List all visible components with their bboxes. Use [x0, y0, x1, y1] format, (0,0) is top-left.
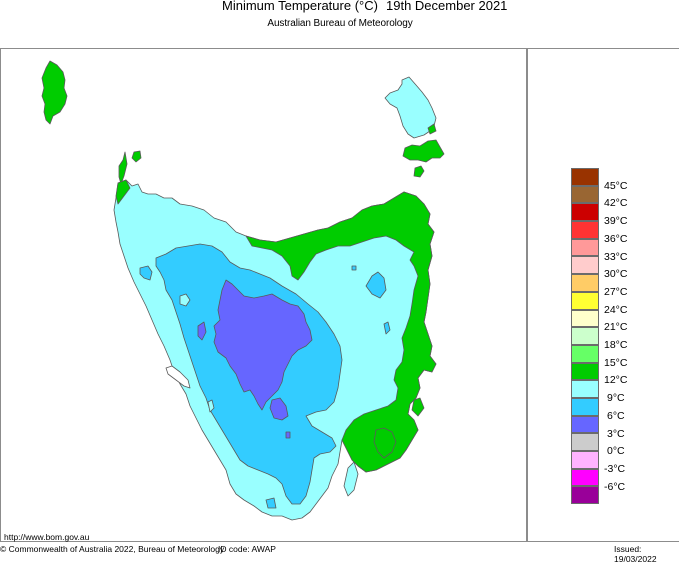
temperature-legend	[571, 168, 599, 505]
legend-swatch	[571, 274, 599, 292]
legend-swatch	[571, 380, 599, 398]
legend-label: 27°C	[604, 285, 628, 298]
band-12-15-northeast	[245, 191, 437, 473]
legend-label: -3°C	[604, 462, 626, 475]
copyright-notice: © Commonwealth of Australia 2022, Bureau…	[0, 544, 225, 554]
legend-swatch	[571, 433, 599, 451]
legend-swatch	[571, 486, 599, 505]
map-title: Minimum Temperature (°C)	[222, 0, 378, 13]
legend-swatch	[571, 309, 599, 328]
legend-swatch	[571, 203, 599, 222]
tasman-peninsula	[373, 427, 397, 459]
legend-label: 36°C	[604, 232, 628, 245]
legend-label: 21°C	[604, 321, 628, 334]
legend-swatch	[571, 451, 599, 469]
legend-label: 30°C	[604, 268, 628, 281]
map-frame	[0, 48, 679, 542]
issued-date: Issued: 19/03/2022	[614, 544, 657, 564]
legend-swatch	[571, 291, 599, 310]
legend-swatch	[571, 344, 599, 363]
legend-swatch	[571, 327, 599, 345]
flinders-south-tip	[427, 123, 437, 135]
cape-barren-island	[402, 139, 445, 163]
legend-label: 9°C	[607, 392, 625, 405]
band-6-9-blob-n	[351, 265, 357, 271]
legend-swatch	[571, 168, 599, 186]
band-3-6-south-blob	[269, 397, 289, 421]
band-6-9-blob-ne	[365, 271, 387, 299]
legend-swatch	[571, 397, 599, 416]
map-subtitle: Australian Bureau of Meteorology	[267, 18, 413, 29]
id-code: ID code: AWAP	[218, 544, 276, 554]
legend-label: 45°C	[604, 179, 628, 192]
legend-label: 0°C	[607, 445, 625, 458]
legend-swatch	[571, 221, 599, 239]
tasmania-temperature-map	[41, 60, 445, 521]
legend-label: 3°C	[607, 427, 625, 440]
legend-label: -6°C	[604, 480, 626, 493]
legend-swatch	[571, 256, 599, 275]
macquarie-harbour	[165, 365, 191, 389]
clarke-island	[413, 165, 425, 178]
band-6-9-blob-east	[383, 321, 391, 335]
legend-label: 15°C	[604, 356, 628, 369]
legend-divider	[526, 48, 528, 542]
three-hummock-island	[118, 151, 128, 185]
legend-swatch	[571, 238, 599, 257]
band-3-6	[213, 279, 313, 411]
band-6-9-blob-west	[139, 265, 153, 281]
legend-swatch	[571, 415, 599, 434]
band-6-9-blob-s	[265, 497, 277, 509]
hunter-island-small	[131, 150, 142, 163]
legend-swatch	[571, 185, 599, 204]
legend-label: 24°C	[604, 303, 628, 316]
maria-island	[411, 397, 425, 417]
map-date: 19th December 2021	[386, 0, 508, 13]
band-9-12-hole-west	[179, 293, 191, 307]
legend-swatch	[571, 362, 599, 381]
legend-swatch	[571, 468, 599, 487]
flinders-island	[384, 76, 437, 139]
band-12-15-northwest-tip	[115, 179, 131, 205]
legend-label: 12°C	[604, 374, 628, 387]
source-url-link[interactable]: http://www.bom.gov.au	[4, 532, 90, 542]
band-9-12-hole-sw	[207, 399, 215, 413]
legend-label: 18°C	[604, 339, 628, 351]
legend-label: 33°C	[604, 250, 628, 263]
king-island	[41, 60, 68, 125]
legend-label: 39°C	[604, 215, 628, 228]
band-3-6-west-blob	[197, 321, 207, 341]
legend-label: 42°C	[604, 197, 628, 210]
band-3-6-small	[285, 431, 291, 439]
header: Minimum Temperature (°C) 19th December 2…	[0, 0, 680, 16]
legend-label: 6°C	[607, 409, 625, 422]
bruny-island	[343, 461, 359, 497]
